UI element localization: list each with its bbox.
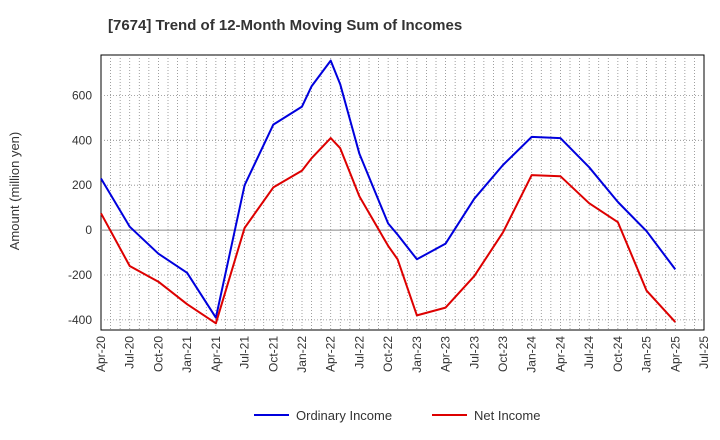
x-axis-ticks: Apr-20 Jul-20 Oct-20 Jan-21 Apr-21 Jul-21 Oct-… (94, 336, 711, 373)
x-tick-label: Oct-21 (266, 336, 280, 372)
y-tick-label: -200 (68, 268, 92, 282)
x-tick-label: Oct-20 (151, 336, 165, 372)
series-lines (100, 59, 677, 325)
series-line-net-income (100, 137, 677, 325)
x-tick-label: Jul-24 (582, 336, 596, 369)
y-tick-label: 600 (72, 88, 92, 102)
y-tick-label: 400 (72, 133, 92, 147)
x-tick-label: Jan-21 (180, 336, 194, 373)
x-tick-label: Apr-20 (94, 336, 108, 372)
x-tick-label: Jul-21 (238, 336, 252, 369)
x-tick-label: Apr-22 (324, 336, 338, 372)
plot-area (100, 54, 705, 331)
x-tick-label: Apr-25 (668, 336, 682, 372)
y-axis-label: Amount (million yen) (7, 132, 22, 251)
y-tick-label: 0 (85, 223, 92, 237)
x-tick-label: Jan-22 (295, 336, 309, 373)
x-tick-label: Jul-20 (123, 336, 137, 369)
x-tick-label: Jul-23 (467, 336, 481, 369)
x-tick-label: Oct-22 (381, 336, 395, 372)
grid (101, 55, 704, 330)
x-tick-label: Apr-23 (439, 336, 453, 372)
chart-title: [7674] Trend of 12-Month Moving Sum of I… (108, 17, 462, 34)
x-tick-label: Apr-24 (553, 336, 567, 372)
x-tick-label: Jul-25 (697, 336, 711, 369)
x-tick-label: Oct-24 (611, 336, 625, 372)
y-tick-label: -400 (68, 313, 92, 327)
legend-label: Ordinary Income (296, 408, 392, 423)
x-tick-label: Jan-24 (525, 336, 539, 373)
series-line-ordinary-income (100, 59, 677, 319)
x-tick-label: Jan-25 (640, 336, 654, 373)
x-tick-label: Apr-21 (209, 336, 223, 372)
y-axis-ticks: 600 400 200 0 -200 -400 (68, 88, 92, 326)
x-tick-label: Jul-22 (352, 336, 366, 369)
x-tick-label: Oct-23 (496, 336, 510, 372)
y-tick-label: 200 (72, 178, 92, 192)
legend: Ordinary Income Net Income (254, 408, 540, 423)
legend-label: Net Income (474, 408, 540, 423)
x-tick-label: Jan-23 (410, 336, 424, 373)
